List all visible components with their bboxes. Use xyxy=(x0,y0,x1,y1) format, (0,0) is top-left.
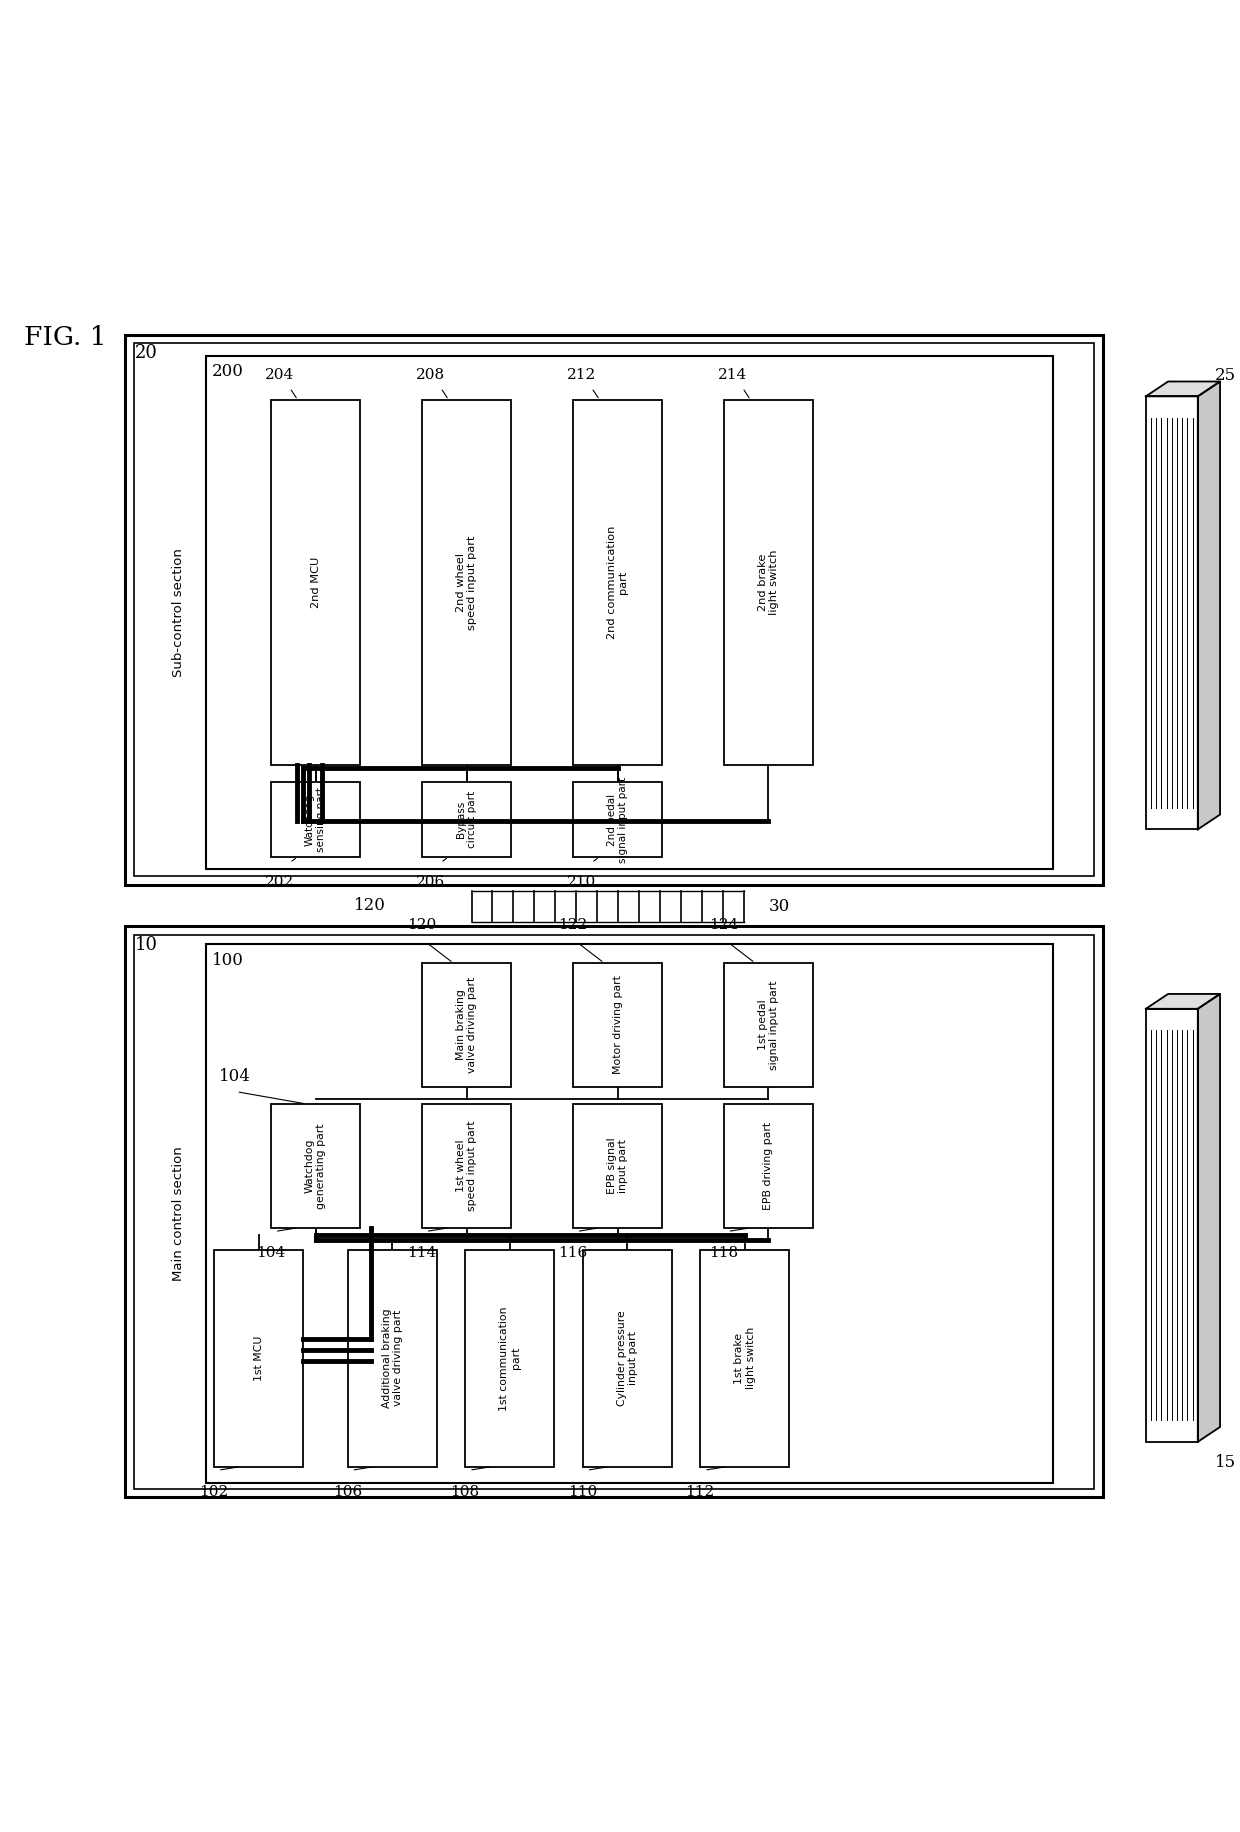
Text: 120: 120 xyxy=(353,896,386,914)
Text: 2nd brake
light switch: 2nd brake light switch xyxy=(758,550,779,616)
Text: 20: 20 xyxy=(135,344,157,363)
Bar xyxy=(272,399,360,766)
Text: 214: 214 xyxy=(718,368,746,381)
Polygon shape xyxy=(1146,381,1220,396)
Bar xyxy=(583,1249,672,1467)
Bar xyxy=(724,1105,813,1227)
Bar xyxy=(465,1249,554,1467)
Text: Cylinder pressure
input part: Cylinder pressure input part xyxy=(616,1310,639,1407)
Bar xyxy=(1146,1009,1198,1442)
Text: 118: 118 xyxy=(709,1246,738,1260)
Bar xyxy=(573,782,662,857)
Text: 106: 106 xyxy=(334,1486,362,1499)
Text: Motor driving part: Motor driving part xyxy=(613,975,622,1074)
Text: 102: 102 xyxy=(200,1486,228,1499)
Text: 104: 104 xyxy=(257,1246,285,1260)
Polygon shape xyxy=(1198,381,1220,830)
Bar xyxy=(422,964,511,1086)
Bar xyxy=(272,1105,360,1227)
Text: 108: 108 xyxy=(450,1486,480,1499)
Bar xyxy=(215,1249,304,1467)
Bar xyxy=(573,399,662,766)
Bar xyxy=(724,399,813,766)
Bar xyxy=(347,1249,436,1467)
Text: Bypass
circuit part: Bypass circuit part xyxy=(456,791,477,848)
Text: 1st MCU: 1st MCU xyxy=(254,1336,264,1381)
Text: 1st brake
light switch: 1st brake light switch xyxy=(734,1326,755,1389)
Bar xyxy=(206,355,1053,868)
Text: 110: 110 xyxy=(568,1486,598,1499)
Text: Main control section: Main control section xyxy=(172,1147,185,1281)
Text: EPB driving part: EPB driving part xyxy=(764,1121,774,1209)
Bar xyxy=(701,1249,790,1467)
Text: 212: 212 xyxy=(567,368,596,381)
Text: 100: 100 xyxy=(212,953,243,969)
Bar xyxy=(134,934,1094,1489)
Bar xyxy=(573,964,662,1086)
Bar xyxy=(206,945,1053,1482)
Text: 120: 120 xyxy=(407,918,436,932)
Text: Additional braking
valve driving part: Additional braking valve driving part xyxy=(382,1308,403,1409)
Text: 208: 208 xyxy=(415,368,445,381)
Text: 2nd communication
part: 2nd communication part xyxy=(606,526,629,639)
Bar xyxy=(724,964,813,1086)
Bar xyxy=(422,399,511,766)
Bar xyxy=(573,1105,662,1227)
Text: 2nd wheel
speed input part: 2nd wheel speed input part xyxy=(456,535,477,630)
Text: 124: 124 xyxy=(709,918,738,932)
Text: 206: 206 xyxy=(415,876,445,889)
Polygon shape xyxy=(1146,995,1220,1009)
Text: 204: 204 xyxy=(265,368,294,381)
Polygon shape xyxy=(1198,995,1220,1442)
Text: 202: 202 xyxy=(265,876,294,889)
Bar xyxy=(125,925,1102,1497)
Text: Watchdog
sensing part: Watchdog sensing part xyxy=(305,788,326,852)
Text: 2nd MCU: 2nd MCU xyxy=(311,557,321,608)
Text: 2nd pedal
signal input part: 2nd pedal signal input part xyxy=(606,777,629,863)
Text: FIG. 1: FIG. 1 xyxy=(24,324,107,350)
Text: 210: 210 xyxy=(567,876,596,889)
Text: 114: 114 xyxy=(407,1246,436,1260)
Text: 112: 112 xyxy=(686,1486,714,1499)
Bar xyxy=(134,343,1094,876)
Bar xyxy=(422,1105,511,1227)
Text: 30: 30 xyxy=(769,898,790,916)
Text: 15: 15 xyxy=(1214,1455,1235,1471)
Bar xyxy=(272,782,360,857)
Bar xyxy=(1146,396,1198,830)
Text: Sub-control section: Sub-control section xyxy=(172,548,185,676)
Text: 1st communication
part: 1st communication part xyxy=(498,1306,521,1411)
Text: 116: 116 xyxy=(558,1246,588,1260)
Bar xyxy=(422,782,511,857)
Text: EPB signal
input part: EPB signal input part xyxy=(606,1138,629,1194)
Text: 1st pedal
signal input part: 1st pedal signal input part xyxy=(758,980,779,1070)
Text: 10: 10 xyxy=(135,936,157,954)
Text: 122: 122 xyxy=(558,918,588,932)
Text: 1st wheel
speed input part: 1st wheel speed input part xyxy=(456,1121,477,1211)
Text: Main braking
valve driving part: Main braking valve driving part xyxy=(456,976,477,1074)
Bar xyxy=(125,335,1102,885)
Text: Watchdog
generating part: Watchdog generating part xyxy=(305,1123,326,1209)
Text: 104: 104 xyxy=(219,1068,250,1086)
Text: 25: 25 xyxy=(1214,366,1235,385)
Text: 200: 200 xyxy=(212,363,243,379)
